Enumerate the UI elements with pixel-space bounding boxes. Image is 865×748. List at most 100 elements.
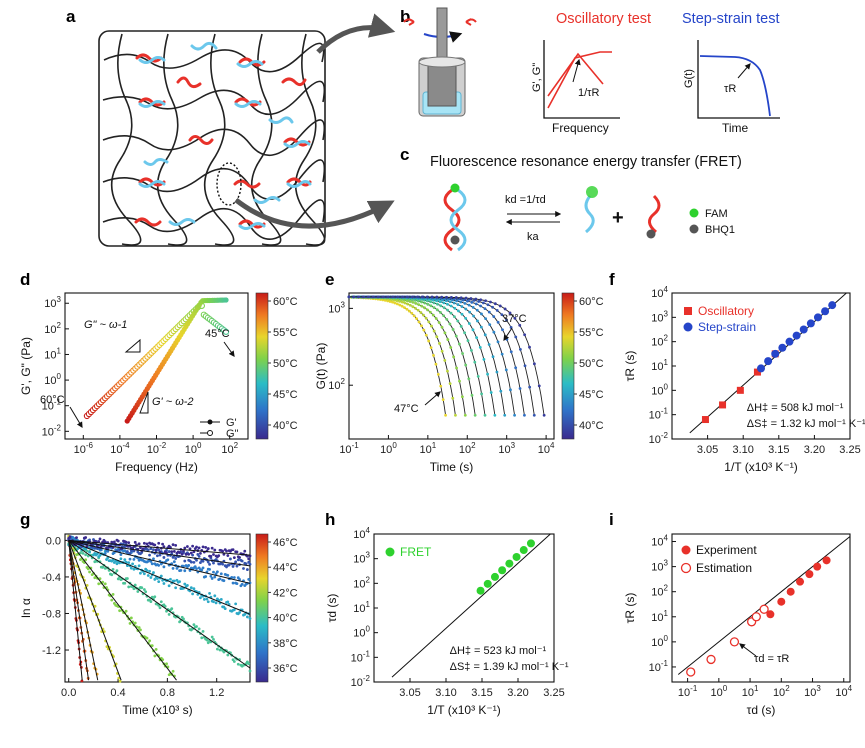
- decay-point: [125, 550, 129, 553]
- decay-point: [215, 647, 219, 651]
- colorbar: [561, 292, 575, 440]
- fit-curve: [349, 296, 486, 416]
- relax-point: [416, 299, 420, 303]
- data-point-experiment: [796, 577, 805, 586]
- relax-point: [431, 313, 435, 317]
- decay-point: [152, 557, 155, 561]
- decay-point: [110, 598, 114, 602]
- fit-line: [391, 533, 551, 678]
- decay-point: [124, 540, 128, 544]
- decay-point: [129, 549, 133, 553]
- x-tick-label: 100: [380, 441, 397, 456]
- chart-g: 0.0 0.4 0.8 1.2 0.0 -0.4 -0.8 -1.2 Time (x10³ s)…: [19, 533, 298, 717]
- decay-point: [148, 639, 152, 643]
- x-tick-label: 3.10: [435, 687, 456, 699]
- colorbar-label: 55°C: [273, 327, 298, 339]
- decay-point: [191, 544, 195, 548]
- decay-point: [210, 546, 214, 550]
- decay-point: [97, 582, 101, 586]
- relax-point: [459, 296, 463, 300]
- relax-point: [412, 314, 416, 318]
- annotation-arrow: [223, 341, 235, 357]
- decay-point: [161, 542, 165, 546]
- bhq1-dot: [689, 224, 699, 234]
- decay-fit-line: [68, 540, 90, 681]
- relax-point: [532, 362, 536, 366]
- rheometer-icon: [403, 7, 477, 117]
- decay-point: [197, 627, 201, 631]
- relax-point: [423, 301, 427, 305]
- plot-frame: [348, 292, 555, 440]
- relax-point: [451, 328, 455, 331]
- decay-point: [213, 594, 217, 598]
- relax-point: [422, 313, 425, 317]
- decay-point: [185, 545, 189, 548]
- decay-point: [192, 560, 196, 564]
- fam-dot: [689, 208, 699, 218]
- y-tick-label: 10-1: [649, 407, 669, 422]
- decay-point: [105, 645, 109, 649]
- relax-point: [446, 308, 450, 312]
- panel-label-h: h: [325, 510, 335, 529]
- relax-point: [503, 307, 507, 311]
- data-point-fret: [490, 572, 499, 581]
- decay-point: [212, 553, 215, 556]
- decay-point: [149, 600, 153, 603]
- relax-point: [461, 352, 464, 355]
- decay-point: [209, 554, 213, 558]
- relax-point: [464, 316, 468, 320]
- decay-point: [118, 609, 121, 613]
- decay-point: [206, 600, 210, 604]
- decay-point: [165, 662, 168, 666]
- decay-point: [219, 598, 223, 601]
- decay-point: [84, 553, 88, 557]
- plot-frame: [64, 533, 251, 683]
- decay-point: [221, 562, 225, 566]
- decay-point: [214, 572, 218, 576]
- decay-point: [149, 576, 153, 579]
- decay-point: [149, 559, 153, 563]
- decay-point: [174, 586, 178, 590]
- relax-point: [459, 324, 463, 328]
- relax-point: [367, 295, 370, 299]
- decay-point: [137, 542, 141, 546]
- data-point-step-strain: [764, 357, 773, 366]
- decay-point: [221, 549, 225, 553]
- colorbar-label: 46°C: [273, 537, 298, 549]
- colorbar-label: 50°C: [579, 358, 604, 370]
- colorbar-label: 45°C: [579, 389, 604, 401]
- relax-point: [463, 301, 467, 305]
- relax-point: [493, 413, 497, 417]
- relax-point: [352, 295, 356, 299]
- decay-point: [101, 565, 105, 569]
- decay-point: [88, 570, 91, 574]
- annotation: G" ~ ω-1: [84, 319, 127, 331]
- decay-point: [245, 568, 249, 571]
- decay-point: [201, 545, 205, 549]
- relax-point: [424, 333, 428, 337]
- relax-point: [477, 300, 481, 303]
- relax-point: [448, 322, 452, 326]
- y-tick-label: 103: [353, 551, 370, 566]
- relax-point: [439, 384, 443, 388]
- decay-point: [222, 579, 226, 583]
- decay-point: [234, 602, 238, 606]
- relax-point: [454, 296, 458, 299]
- decay-point: [124, 609, 128, 613]
- decay-point: [229, 557, 232, 561]
- decay-point: [88, 550, 91, 554]
- relax-point: [436, 373, 440, 376]
- decay-point: [137, 564, 141, 568]
- decay-point: [145, 636, 149, 640]
- decay-fit-line: [68, 539, 251, 567]
- decay-point: [79, 551, 82, 555]
- relax-point: [426, 308, 429, 312]
- colorbar-label: 55°C: [579, 327, 604, 339]
- decay-point: [170, 550, 174, 554]
- decay-point: [166, 558, 170, 562]
- decay-point: [183, 569, 187, 573]
- relax-point: [452, 301, 456, 305]
- decay-point: [93, 604, 97, 608]
- decay-point: [238, 611, 241, 614]
- y-tick-label: 101: [353, 600, 370, 615]
